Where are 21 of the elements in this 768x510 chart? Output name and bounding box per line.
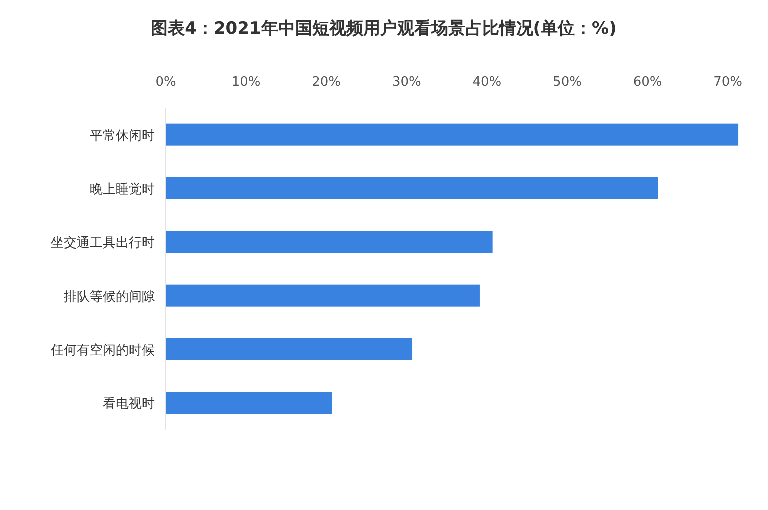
bar (166, 392, 332, 414)
x-tick-label: 0% (156, 75, 176, 90)
bar (166, 124, 739, 146)
x-tick-label: 20% (312, 75, 342, 90)
bar (166, 231, 493, 254)
y-tick-label: 看电视时 (103, 397, 155, 412)
y-tick-label: 晚上睡觉时 (90, 182, 155, 198)
y-tick-label: 坐交通工具出行时 (51, 235, 155, 252)
x-tick-label: 40% (472, 75, 502, 90)
y-tick-label: 排队等候的间隙 (64, 290, 155, 305)
bar (166, 178, 658, 200)
y-tick-label: 平常休闲时 (90, 128, 155, 144)
chart-title: 图表4：2021年中国短视频用户观看场景占比情况(单位：%) (151, 19, 617, 39)
y-tick-label: 任何有空闲的时候 (50, 344, 155, 358)
x-tick-label: 30% (392, 75, 422, 90)
x-tick-label: 10% (232, 75, 261, 90)
x-tick-label: 60% (633, 75, 662, 90)
x-tick-label: 50% (553, 75, 582, 90)
x-tick-label: 70% (714, 75, 743, 90)
bar (166, 284, 480, 307)
bar (166, 338, 413, 360)
